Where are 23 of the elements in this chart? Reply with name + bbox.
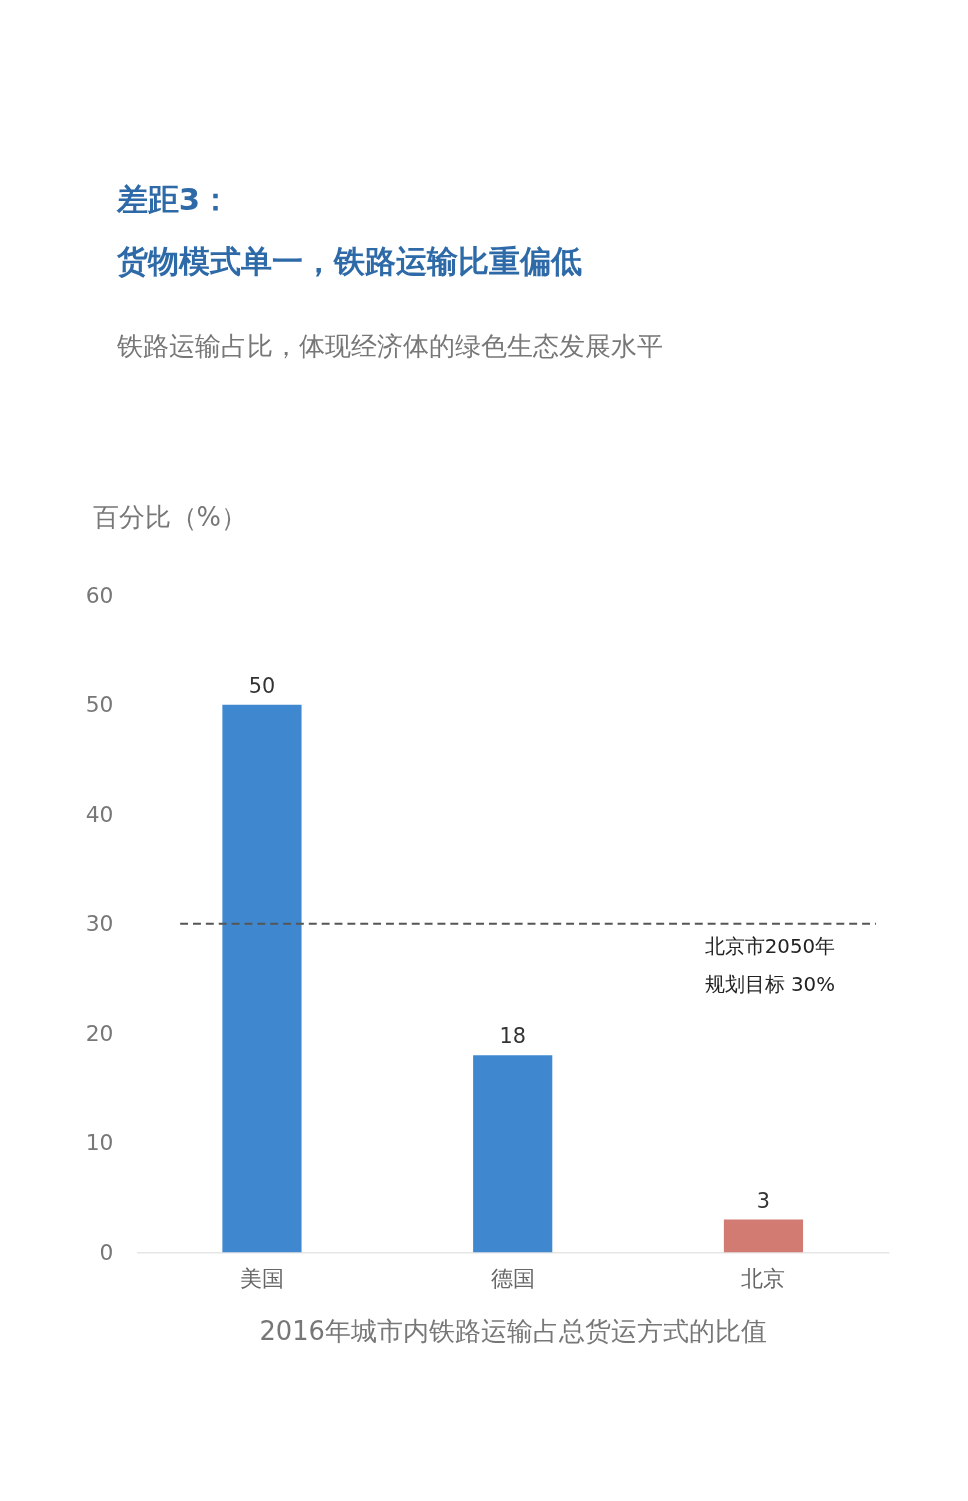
y-tick-label: 30 — [85, 911, 114, 937]
y-tick-label: 0 — [99, 1239, 114, 1265]
text: 差距3： — [116, 182, 232, 218]
x-tick-label: 德国 — [490, 1265, 535, 1291]
text: 规划目标 30% — [704, 973, 835, 997]
y-tick-label: 60 — [85, 582, 114, 608]
y-tick-label: 10 — [85, 1130, 114, 1156]
x-axis-title: 2016年城市内铁路运输占总货运方式的比值 — [259, 1315, 767, 1346]
data-label: 50 — [248, 673, 276, 698]
bar — [723, 1219, 804, 1253]
x-tick-label: 美国 — [239, 1265, 284, 1291]
y-axis-title: 百分比（%） — [92, 502, 247, 533]
data-label: 3 — [756, 1188, 771, 1213]
y-tick-label: 40 — [85, 801, 114, 827]
x-tick-label: 北京 — [741, 1265, 786, 1291]
bar — [473, 1055, 553, 1253]
data-label: 18 — [499, 1024, 526, 1049]
bar — [222, 704, 302, 1253]
chart-subtitle: 铁路运输占比，体现经济体的绿色生态发展水平 — [115, 330, 663, 361]
text: 北京市2050年 — [704, 935, 836, 959]
y-tick-label: 20 — [85, 1020, 114, 1046]
y-tick-label: 50 — [85, 692, 114, 718]
text: 货物模式单一，铁路运输比重偏低 — [116, 244, 582, 280]
